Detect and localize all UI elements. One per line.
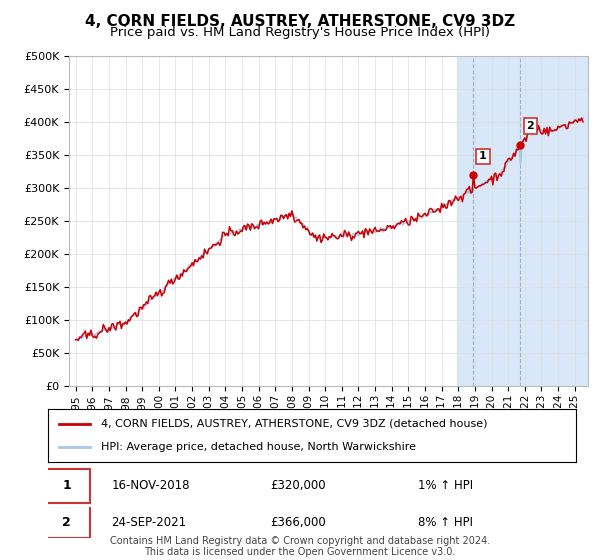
- Text: 1: 1: [479, 151, 487, 161]
- Text: 2: 2: [526, 121, 534, 131]
- Text: Contains HM Land Registry data © Crown copyright and database right 2024.
This d: Contains HM Land Registry data © Crown c…: [110, 535, 490, 557]
- Text: £366,000: £366,000: [270, 516, 326, 529]
- Text: 1% ↑ HPI: 1% ↑ HPI: [418, 479, 473, 492]
- Bar: [457, 56, 588, 386]
- Text: Price paid vs. HM Land Registry's House Price Index (HPI): Price paid vs. HM Land Registry's House …: [110, 26, 490, 39]
- Text: HPI: Average price, detached house, North Warwickshire: HPI: Average price, detached house, Nort…: [101, 442, 416, 452]
- FancyBboxPatch shape: [43, 506, 90, 538]
- Text: 16-NOV-2018: 16-NOV-2018: [112, 479, 190, 492]
- Text: 1: 1: [62, 479, 71, 492]
- Text: 4, CORN FIELDS, AUSTREY, ATHERSTONE, CV9 3DZ: 4, CORN FIELDS, AUSTREY, ATHERSTONE, CV9…: [85, 14, 515, 29]
- Text: 24-SEP-2021: 24-SEP-2021: [112, 516, 187, 529]
- Text: 2: 2: [62, 516, 71, 529]
- Text: 8% ↑ HPI: 8% ↑ HPI: [418, 516, 473, 529]
- Text: 4, CORN FIELDS, AUSTREY, ATHERSTONE, CV9 3DZ (detached house): 4, CORN FIELDS, AUSTREY, ATHERSTONE, CV9…: [101, 419, 487, 429]
- Text: £320,000: £320,000: [270, 479, 325, 492]
- FancyBboxPatch shape: [43, 469, 90, 503]
